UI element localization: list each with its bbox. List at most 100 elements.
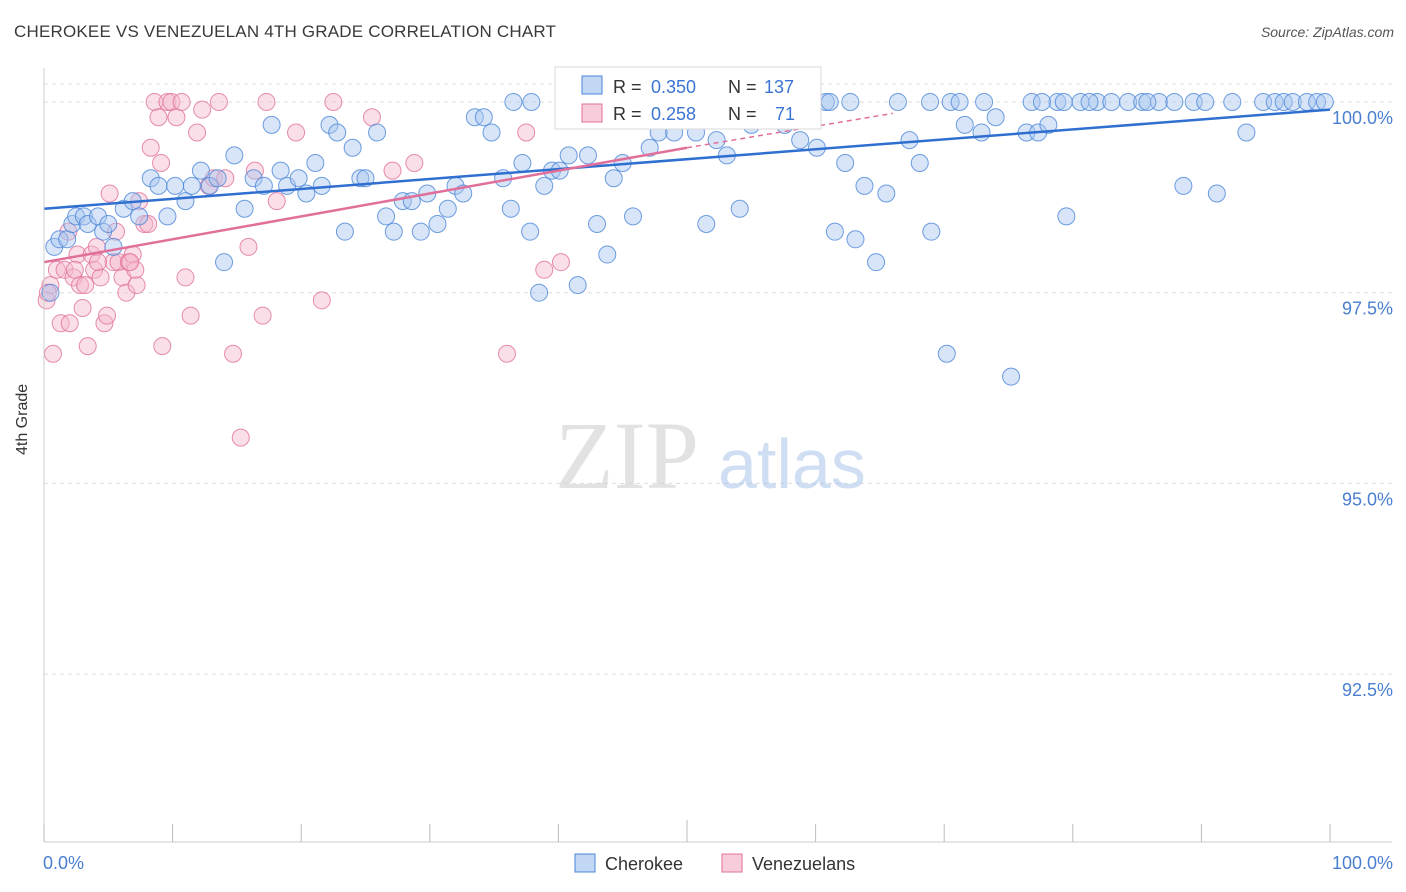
venezuelans-point <box>44 344 63 363</box>
legend-n-label-cherokee: N = <box>728 77 757 97</box>
cherokee-point <box>474 108 493 127</box>
venezuelans-point <box>100 184 119 203</box>
venezuelans-point <box>551 253 570 272</box>
chart-title: CHEROKEE VS VENEZUELAN 4TH GRADE CORRELA… <box>14 22 557 41</box>
venezuelans-point <box>362 108 381 127</box>
cherokee-point <box>149 176 168 195</box>
venezuelans-point <box>91 268 110 287</box>
legend-n-value-venezuelans: 71 <box>775 104 795 124</box>
cherokee-point <box>1032 92 1051 111</box>
legend-stats: R = 0.350 N = 137 R = 0.258 N = 71 <box>554 66 822 130</box>
cherokee-point <box>215 253 234 272</box>
venezuelans-point <box>176 268 195 287</box>
y-tick-label: 95.0% <box>1342 489 1393 509</box>
legend-bottom-swatch-cherokee <box>574 853 596 873</box>
cherokee-point <box>888 92 907 111</box>
legend-bottom-swatch-venezuelans <box>721 853 743 873</box>
cherokee-point <box>1237 123 1256 142</box>
legend-swatch-venezuelans <box>581 103 603 123</box>
venezuelans-point <box>267 192 286 211</box>
venezuelans-point <box>172 92 191 111</box>
trend-lines <box>43 108 1331 264</box>
venezuelans-point <box>188 123 207 142</box>
venezuelans-point <box>535 260 554 279</box>
venezuelans-point <box>287 123 306 142</box>
venezuelans-point <box>76 276 95 295</box>
cherokee-point <box>225 146 244 165</box>
cherokee-point <box>271 161 290 180</box>
cherokee-point <box>1119 92 1138 111</box>
venezuelans-point <box>167 108 186 127</box>
cherokee-point <box>521 222 540 241</box>
venezuelans-point <box>324 92 343 111</box>
cherokee-point <box>351 169 370 188</box>
venezuelans-point <box>78 337 97 356</box>
cherokee-point <box>244 169 263 188</box>
cherokee-point <box>1165 92 1184 111</box>
cherokee-point <box>482 123 501 142</box>
venezuelans-point <box>51 314 70 333</box>
cherokee-point <box>235 199 254 218</box>
cherokee-point <box>587 215 606 234</box>
watermark: ZIP atlas <box>555 402 866 509</box>
cherokee-point <box>411 222 430 241</box>
cherokee-point <box>900 131 919 150</box>
cherokee-point <box>41 283 60 302</box>
cherokee-point <box>306 153 325 172</box>
venezuelans-point <box>65 260 84 279</box>
venezuelans-point <box>158 92 177 111</box>
cherokee-point <box>1174 176 1193 195</box>
cherokee-point <box>1054 92 1073 111</box>
legend-r-value-cherokee: 0.350 <box>651 77 696 97</box>
x-tick-label-max: 100.0% <box>1332 853 1393 873</box>
venezuelans-point <box>141 138 160 157</box>
cherokee-point <box>513 153 532 172</box>
cherokee-point <box>262 115 281 134</box>
venezuelans-point <box>231 428 250 447</box>
cherokee-point <box>377 207 396 226</box>
cherokee-point <box>568 276 587 295</box>
cherokee-point <box>972 123 991 142</box>
cherokee-point <box>50 230 69 249</box>
cherokee-point <box>465 108 484 127</box>
cherokee-point <box>1274 92 1293 111</box>
venezuelans-trend-extension <box>686 112 893 149</box>
cherokee-point <box>922 222 941 241</box>
cherokee-point <box>1057 207 1076 226</box>
legend-bottom-label-venezuelans: Venezuelans <box>752 854 855 874</box>
cherokee-point <box>559 146 578 165</box>
legend-r-label-cherokee: R = <box>613 77 642 97</box>
venezuelans-point <box>127 276 146 295</box>
cherokee-point <box>846 230 865 249</box>
venezuelans-point <box>517 123 536 142</box>
venezuelans-point <box>117 283 136 302</box>
venezuelans-point <box>98 306 117 325</box>
cherokee-point <box>791 131 810 150</box>
cherokee-point <box>836 153 855 172</box>
legend-n-label-venezuelans: N = <box>728 104 757 124</box>
legend-n-value-cherokee: 137 <box>764 77 794 97</box>
venezuelans-point <box>73 298 92 317</box>
cherokee-point <box>825 222 844 241</box>
cherokee-point <box>99 215 118 234</box>
cherokee-point <box>58 230 77 249</box>
cherokee-point <box>598 245 617 264</box>
cherokee-point <box>841 92 860 111</box>
cherokee-point <box>1022 92 1041 111</box>
venezuelans-point <box>257 92 276 111</box>
legend-swatch-cherokee <box>581 75 603 95</box>
cherokee-point <box>535 176 554 195</box>
cherokee-point <box>955 115 974 134</box>
cherokee-point <box>320 115 339 134</box>
cherokee-point <box>438 199 457 218</box>
cherokee-point <box>78 215 97 234</box>
cherokee-point <box>166 176 185 195</box>
cherokee-point <box>697 215 716 234</box>
y-tick-label: 92.5% <box>1342 680 1393 700</box>
cherokee-point <box>1283 92 1302 111</box>
venezuelans-point <box>152 153 171 172</box>
cherokee-point <box>877 184 896 203</box>
legend-series: Cherokee Venezuelans <box>574 853 855 874</box>
cherokee-point <box>820 92 839 111</box>
